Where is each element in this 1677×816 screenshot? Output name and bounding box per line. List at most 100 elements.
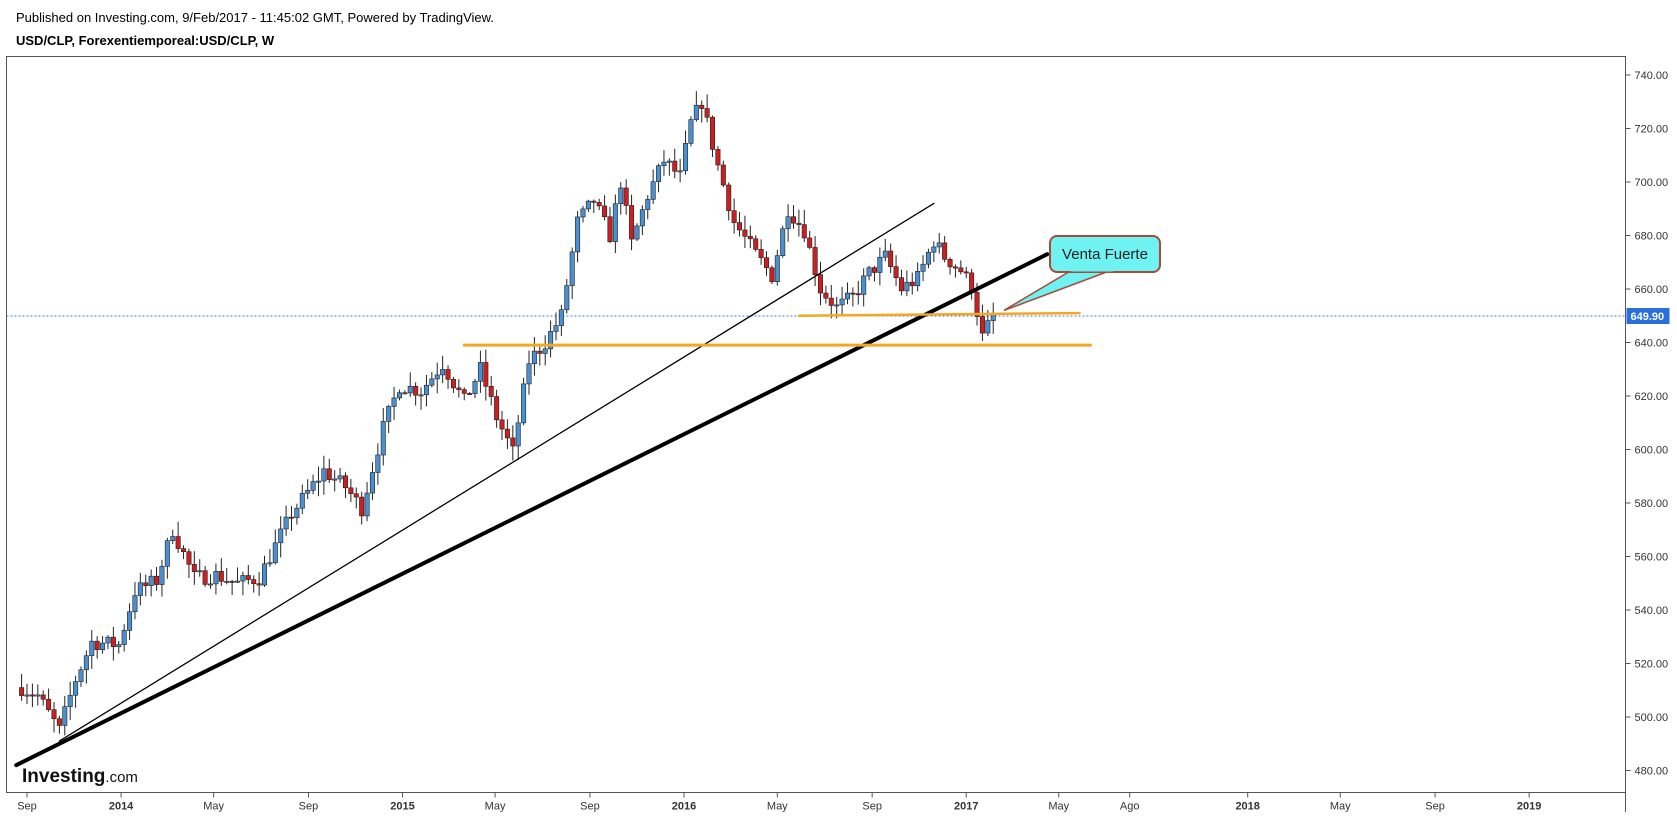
candle-body [73,681,79,696]
candle-body [348,487,354,495]
plot-frame [6,56,1626,793]
candle-body [288,516,294,519]
candle-body [294,507,300,519]
candle-body [445,369,451,380]
candle-body [202,570,208,585]
candle-body [229,580,235,583]
candle-body [650,181,656,200]
x-tick-label: May [1048,801,1069,813]
candle-body [143,582,149,586]
y-tick-label: 540.00 [1635,605,1669,617]
drawings[interactable] [14,202,1092,768]
candle-body [278,528,284,544]
x-tick-label: Sep [1425,801,1445,813]
candle-body [262,563,268,586]
candle-body [434,374,440,380]
candle-body [958,267,964,273]
candle-body [499,419,505,430]
candle-body [742,229,748,237]
candle-body [693,104,699,120]
candle-body [440,369,446,376]
candle-body [245,575,251,580]
candle-body [504,428,510,439]
y-tick-label: 600.00 [1635,445,1669,457]
candle-body [402,392,408,395]
candle-body [526,363,532,385]
candle-body [715,149,721,166]
candle-body [726,184,732,212]
candle-body [861,275,867,295]
x-tick-label: 2017 [954,801,978,813]
x-tick-label: 2016 [672,801,696,813]
candle-body [359,496,365,517]
candle-body [315,480,321,483]
candle-body [423,384,429,396]
candle-body [801,224,807,239]
candle-body [985,320,991,334]
price-tag-label: 649.90 [1631,311,1665,323]
x-tick-label: 2019 [1517,801,1541,813]
candle-body [380,421,386,456]
logo-main: Investing [22,766,105,787]
candle-body [979,316,985,334]
candle-body [337,475,343,480]
candle-body [332,478,338,481]
candle-body [769,267,775,282]
candle-body [974,292,980,317]
candle-body [931,246,937,253]
x-tick-label: 2014 [109,801,134,813]
candle-body [67,694,73,707]
candle-body [888,250,894,267]
x-tick-label: May [203,801,224,813]
candle-body [774,255,780,282]
candle-body [790,216,796,224]
candle-body [407,385,413,394]
candle-body [704,108,710,118]
candle-body [191,564,197,573]
candle-body [170,536,176,541]
logo-suffix: .com [105,769,138,786]
candle-body [321,468,327,482]
candle-body [305,490,311,494]
candle-body [29,694,35,697]
candle-body [877,256,883,273]
candle-body [456,387,462,390]
candle-body [251,579,257,584]
candle-body [35,694,41,697]
candle-body [623,187,629,206]
y-tick-label: 700.00 [1635,177,1669,189]
candle-body [947,259,953,268]
candle-body [283,516,289,530]
callout-text: Venta Fuerte [1062,246,1148,263]
last-price-tag: 649.90 [1626,308,1670,325]
candle-body [78,669,84,682]
candle-body [208,583,214,586]
candle-body [461,389,467,394]
candle-body [148,575,154,586]
y-tick-label: 720.00 [1635,124,1669,136]
candle-body [396,392,402,399]
candle-body [181,548,187,553]
candle-body [62,706,68,726]
candle-body [110,636,116,648]
candle-body [612,203,618,242]
candle-body [807,237,813,248]
x-tick-label: 2015 [390,801,414,813]
candle-body [850,292,856,295]
candle-body [51,709,57,720]
candle-body [353,493,359,498]
published-info: Published on Investing.com, 9/Feb/2017 -… [16,10,494,25]
candle-body [904,281,910,292]
y-tick-label: 620.00 [1635,391,1669,403]
x-tick-label: Sep [862,801,882,813]
candle-body [575,216,581,253]
annotation-callout[interactable]: Venta Fuerte [1003,235,1161,312]
candle-body [418,394,424,397]
x-tick-label: 2018 [1235,801,1259,813]
candle-body [531,350,537,365]
candle-body [731,210,737,223]
candle-body [834,304,840,307]
price-axis: 740.00 720.00 700.00 680.00 660.00 640.00 620.… [1625,70,1669,778]
candle-body [585,200,591,210]
